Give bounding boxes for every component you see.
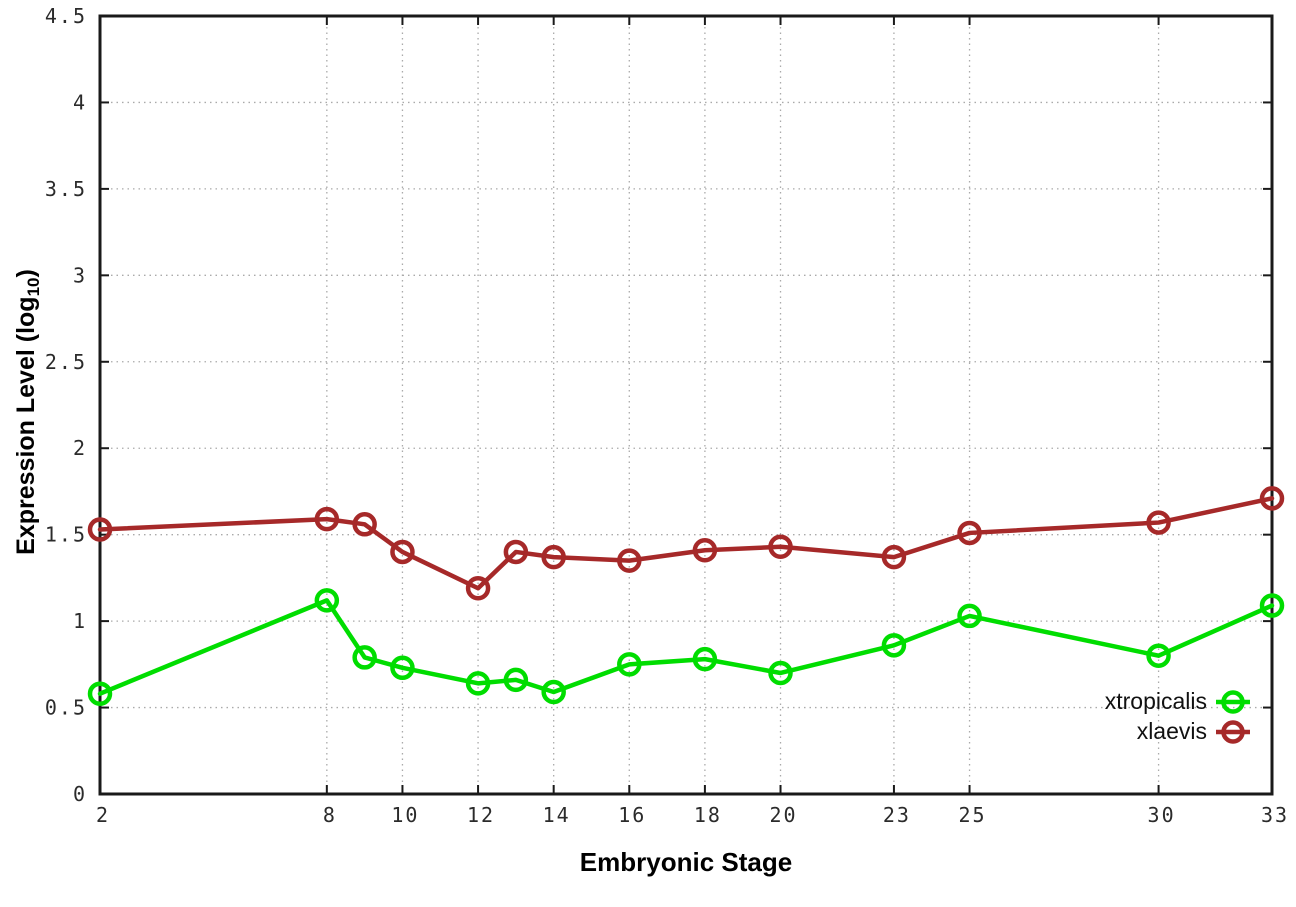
x-tick-label: 23 — [883, 803, 911, 827]
legend-label: xlaevis — [1136, 718, 1207, 744]
legend: xtropicalis xlaevis — [1105, 687, 1250, 746]
data-point-xlaevis — [314, 506, 340, 532]
x-tick-label: 12 — [467, 803, 495, 827]
data-point-xtropicalis — [465, 671, 491, 696]
y-tick-label: 1.5 — [45, 523, 87, 547]
x-tick-label: 14 — [543, 803, 571, 827]
y-tick-label: 1 — [73, 609, 87, 633]
data-point-xlaevis — [352, 512, 377, 537]
data-point-xlaevis — [957, 520, 982, 546]
legend-label: xtropicalis — [1104, 688, 1207, 714]
x-tick-label: 8 — [323, 803, 337, 827]
x-tick-label: 10 — [391, 803, 419, 827]
data-point-xlaevis — [617, 548, 642, 573]
data-point-xlaevis — [692, 537, 718, 563]
y-tick-label: 0 — [73, 782, 87, 806]
data-point-xlaevis — [1146, 510, 1171, 535]
legend-item-xtropicalis: xtropicalis — [1105, 687, 1250, 716]
series-marker-icon — [1216, 719, 1250, 744]
data-point-xlaevis — [1259, 486, 1285, 511]
x-tick-label: 30 — [1148, 803, 1176, 827]
y-tick-label: 0.5 — [45, 696, 87, 720]
data-point-xlaevis — [541, 544, 566, 570]
x-tick-label: 33 — [1261, 803, 1289, 827]
data-point-xtropicalis — [692, 646, 718, 672]
x-tick-label: 20 — [769, 803, 797, 827]
x-axis-title: Embryonic Stage — [579, 847, 793, 877]
data-point-xlaevis — [465, 576, 491, 601]
data-point-xlaevis — [390, 539, 415, 565]
y-tick-label: 3 — [73, 263, 87, 287]
y-tick-label: 2 — [73, 436, 87, 460]
data-point-xtropicalis — [541, 679, 566, 705]
data-point-xtropicalis — [768, 660, 793, 686]
data-point-xtropicalis — [390, 655, 415, 681]
series-line-xlaevis — [97, 496, 1275, 591]
data-point-xtropicalis — [314, 588, 340, 613]
y-tick-label: 2.5 — [45, 350, 87, 374]
x-tick-label: 16 — [618, 803, 646, 827]
data-point-xtropicalis — [1259, 593, 1285, 618]
data-point-xtropicalis — [503, 667, 529, 693]
data-point-xlaevis — [87, 517, 113, 542]
data-point-xlaevis — [768, 534, 793, 560]
x-tick-label: 2 — [96, 803, 110, 827]
legend-item-xlaevis: xlaevis — [1105, 717, 1250, 746]
x-tick-label: 18 — [694, 803, 722, 827]
data-point-xtropicalis — [617, 652, 642, 677]
data-point-xtropicalis — [352, 645, 377, 670]
data-point-xtropicalis — [881, 633, 907, 658]
series-marker-icon — [1216, 689, 1250, 714]
data-point-xlaevis — [503, 539, 529, 565]
x-tick-label: 25 — [959, 803, 987, 827]
data-point-xlaevis — [881, 544, 907, 570]
y-tick-label: 4 — [73, 90, 87, 114]
y-tick-label: 4.5 — [45, 4, 87, 28]
plot-border — [98, 14, 1274, 796]
data-point-xtropicalis — [957, 603, 982, 629]
data-point-xtropicalis — [1146, 643, 1171, 668]
data-point-xtropicalis — [87, 681, 113, 706]
y-tick-label: 3.5 — [45, 177, 87, 201]
series-line-xtropicalis — [97, 598, 1275, 696]
